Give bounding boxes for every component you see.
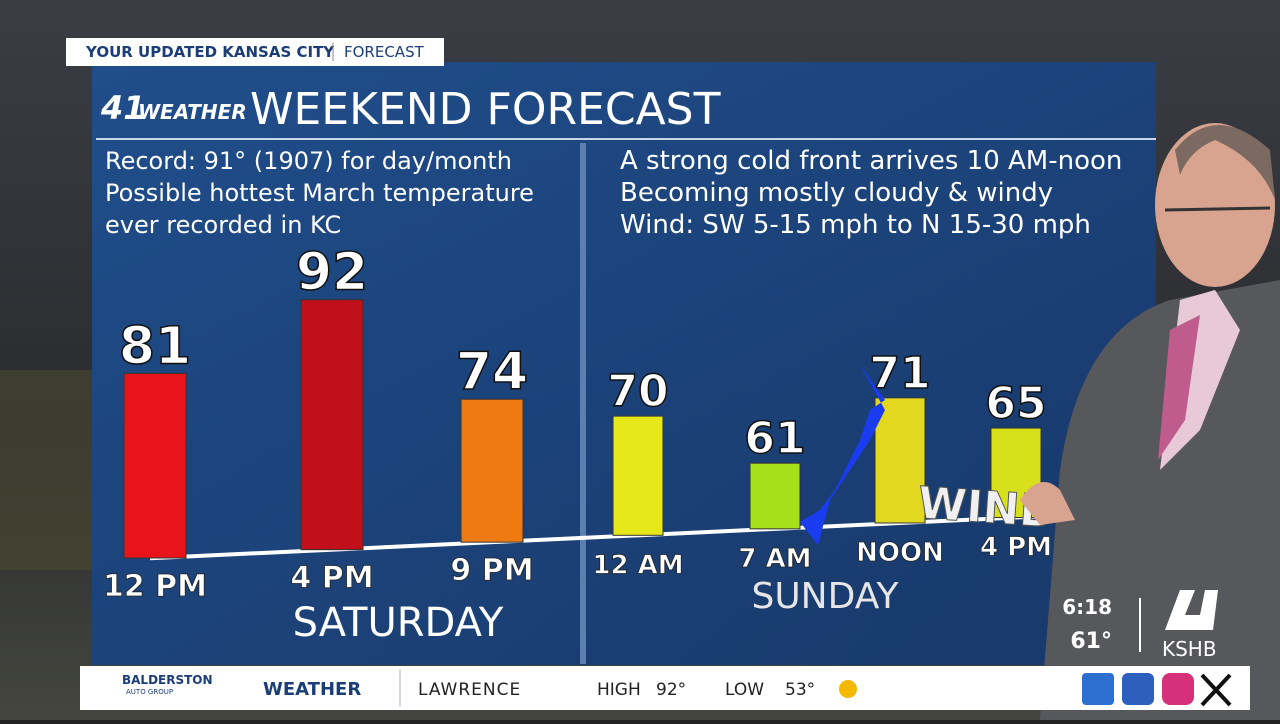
- bar: [749, 462, 801, 530]
- value-label: 61: [744, 413, 805, 464]
- station-name: KSHB: [1162, 637, 1217, 661]
- ticker-section: WEATHER: [263, 679, 361, 700]
- ticker-high: 92°: [656, 680, 686, 700]
- presenter: [1020, 123, 1280, 720]
- ticker-high-label: HIGH: [597, 680, 641, 700]
- bar: [460, 398, 524, 543]
- category-label: 9 PM: [450, 553, 533, 588]
- category-label: 4 PM: [290, 561, 373, 596]
- category-label: 4 PM: [980, 533, 1052, 563]
- ticker-low: 53°: [785, 680, 815, 700]
- sponsor-sub: AUTO GROUP: [126, 688, 173, 696]
- note: A strong cold front arrives 10 AM-noon: [620, 146, 1122, 176]
- category-label: 12 AM: [592, 550, 683, 580]
- city-lights: [0, 370, 92, 570]
- note: Becoming mostly cloudy & windy: [620, 178, 1053, 208]
- logo-word: WEATHER: [138, 100, 247, 124]
- station-logo: [1165, 590, 1218, 630]
- chart-title: WEEKEND FORECAST: [250, 84, 721, 135]
- banner-station: YOUR UPDATED KANSAS CITY: [85, 43, 335, 61]
- sponsor: BALDERSTON: [122, 673, 213, 687]
- ticker: [80, 666, 1250, 710]
- bar: [612, 415, 664, 536]
- category-label: 12 PM: [103, 569, 207, 604]
- clock-time: 6:18: [1062, 595, 1112, 619]
- sun-icon: [839, 680, 857, 698]
- icon-station[interactable]: [1082, 673, 1114, 705]
- bar: [874, 397, 926, 524]
- note: ever recorded in KC: [105, 211, 341, 239]
- category-label: 7 AM: [738, 544, 811, 574]
- day-label: SATURDAY: [293, 600, 504, 646]
- forecast-panel: [92, 62, 1156, 665]
- ticker-low-label: LOW: [725, 680, 764, 700]
- banner: [66, 38, 444, 66]
- cold-front: [800, 365, 885, 545]
- logo-number: 41: [100, 89, 146, 127]
- value-label: 65: [985, 378, 1046, 429]
- note: Possible hottest March temperature: [105, 179, 534, 207]
- note: Wind: SW 5-15 mph to N 15-30 mph: [620, 210, 1091, 240]
- value-label: 71: [869, 348, 930, 399]
- value-label: 81: [119, 316, 191, 376]
- value-label: 74: [456, 342, 528, 402]
- icon-x[interactable]: [1200, 673, 1232, 707]
- bar: [300, 299, 364, 551]
- note: Record: 91° (1907) for day/month: [105, 147, 512, 175]
- ticker-city: LAWRENCE: [418, 680, 521, 700]
- category-label: NOON: [856, 538, 944, 568]
- icon-instagram[interactable]: [1162, 673, 1194, 705]
- icon-facebook[interactable]: [1122, 673, 1154, 705]
- day-label: SUNDAY: [751, 576, 899, 617]
- banner-section: FORECAST: [344, 43, 425, 61]
- value-label: 92: [296, 243, 368, 303]
- clock-temp: 61°: [1070, 629, 1112, 654]
- bar: [123, 372, 187, 559]
- value-label: 70: [607, 366, 668, 417]
